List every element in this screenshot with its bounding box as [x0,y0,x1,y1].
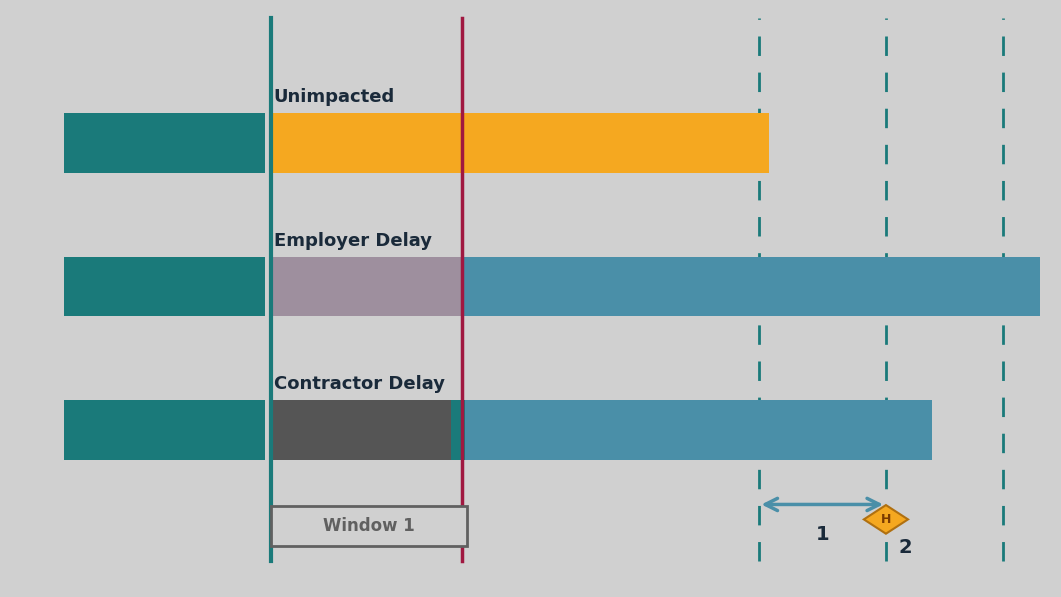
Text: 1: 1 [816,525,829,544]
Bar [271,400,451,460]
Bar [451,400,465,460]
Polygon shape [864,505,908,534]
Bar [462,257,1040,316]
Bar [271,113,769,173]
Text: Unimpacted: Unimpacted [274,88,395,106]
Bar [64,400,265,460]
Bar [271,257,462,316]
Bar [64,257,265,316]
Bar [271,506,467,546]
Bar [465,400,932,460]
Text: Employer Delay: Employer Delay [274,232,432,250]
Text: Window 1: Window 1 [323,517,415,535]
Text: H: H [881,513,891,526]
Text: 2: 2 [899,538,911,557]
Text: Contractor Delay: Contractor Delay [274,375,445,393]
Bar [64,113,265,173]
